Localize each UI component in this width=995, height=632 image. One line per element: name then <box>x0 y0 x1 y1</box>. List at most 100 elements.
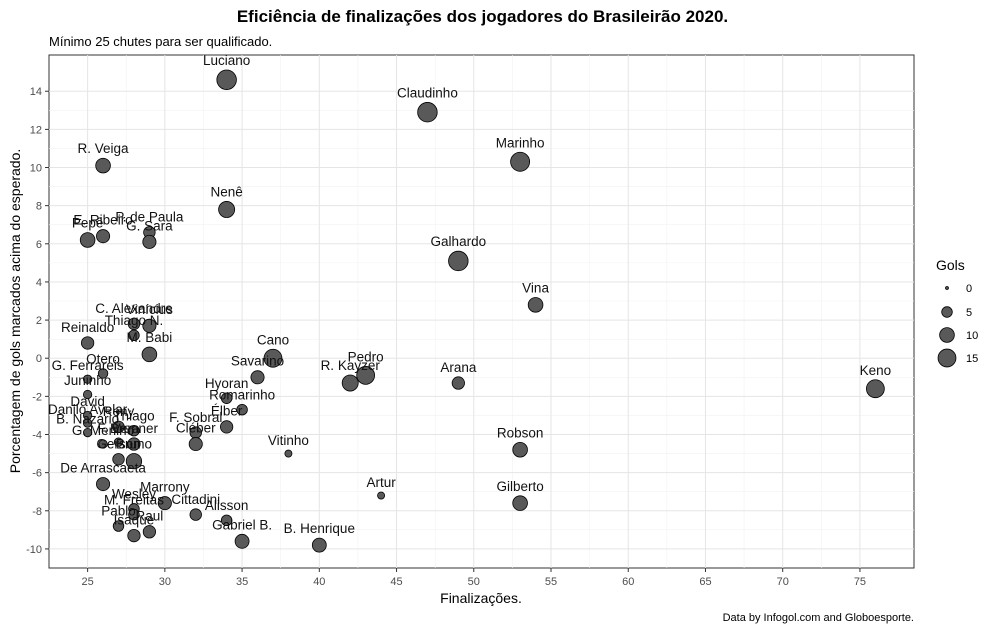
data-point <box>127 528 141 543</box>
legend-label: 5 <box>966 307 972 319</box>
point-label: Keno <box>860 363 892 378</box>
data-point <box>866 379 885 399</box>
legend-key <box>937 348 957 368</box>
data-point <box>527 297 544 313</box>
data-point <box>112 453 125 466</box>
data-point <box>188 437 203 452</box>
x-tick-label: 60 <box>622 576 634 588</box>
point-label: Luciano <box>203 53 250 68</box>
legend-label: 10 <box>966 330 978 342</box>
x-tick-label: 45 <box>390 576 402 588</box>
point-label: Gerson <box>96 437 140 452</box>
point-label: F. Sobral <box>169 410 222 425</box>
point-label: Alisson <box>205 498 249 513</box>
point-label: David <box>70 394 105 409</box>
point-label: E. Ribeiro <box>73 213 132 228</box>
data-point <box>82 389 93 400</box>
data-point <box>157 496 172 511</box>
point-label: Robson <box>497 425 544 440</box>
point-label: Wesley <box>112 487 156 502</box>
point-label: Romarinho <box>209 387 275 402</box>
point-label: Élber <box>211 404 243 419</box>
data-point <box>82 418 93 428</box>
point-label: Rony <box>103 404 135 419</box>
data-point <box>356 366 376 385</box>
point-label: Vinícius <box>126 302 173 317</box>
y-tick-label: -8 <box>32 506 42 518</box>
point-label: Marinho <box>496 135 545 150</box>
point-label: M. Freitas <box>104 492 164 507</box>
point-labels: Luciano Claudinho Marinho R. Veiga Nenê P. de… <box>48 53 891 536</box>
point-label: R. Kayzer <box>321 358 381 373</box>
point-label: B. Henrique <box>284 521 355 536</box>
data-point <box>216 69 237 90</box>
point-label: Pedro <box>348 349 384 364</box>
data-point <box>512 442 528 458</box>
point-label: Claudinho <box>397 85 458 100</box>
y-tick-label: -6 <box>32 468 42 480</box>
data-point <box>189 508 202 521</box>
data-point <box>234 533 250 549</box>
data-point <box>341 374 359 392</box>
point-label: P. de Paula <box>115 210 184 225</box>
data-point <box>377 491 386 500</box>
data-point <box>127 437 141 451</box>
data-point <box>220 420 234 434</box>
point-label: Pablo <box>101 504 136 519</box>
data-point <box>81 336 95 350</box>
data-point <box>112 420 125 434</box>
point-label: Cléber <box>176 420 216 435</box>
data-point <box>311 537 327 553</box>
point-label: F. Vera <box>97 421 140 436</box>
data-point <box>250 370 265 385</box>
point-label: Danilo Avelar <box>48 402 128 417</box>
data-point <box>128 424 140 437</box>
legend-label: 15 <box>966 353 978 365</box>
legend-key <box>939 327 955 343</box>
point-label: Vina <box>522 280 549 295</box>
data-point <box>284 449 293 458</box>
legend-key <box>945 286 949 290</box>
point-label: Savarino <box>231 354 284 369</box>
y-tick-label: 6 <box>36 239 42 251</box>
data-point <box>236 404 248 416</box>
data-point <box>141 346 158 363</box>
x-tick-label: 70 <box>777 576 789 588</box>
point-label: Pepê <box>72 216 104 231</box>
point-label: Reinaldo <box>61 320 114 335</box>
point-label: Juninho <box>64 373 111 388</box>
data-point <box>512 495 528 511</box>
data-points <box>79 69 885 553</box>
data-point <box>128 329 140 342</box>
point-label: Otero <box>86 352 120 367</box>
data-point <box>82 374 93 384</box>
x-tick-label: 65 <box>699 576 711 588</box>
chart-title: Eficiência de finalizações dos jogadores… <box>236 7 729 26</box>
point-label: C. Alexandre <box>95 301 172 316</box>
point-label: Brenner <box>110 421 159 436</box>
x-tick-label: 55 <box>545 576 557 588</box>
point-label: Isaque <box>114 512 155 527</box>
point-label: Hyoran <box>205 376 249 391</box>
y-tick-label: -4 <box>32 430 42 442</box>
legend-title: Gols <box>936 257 965 273</box>
y-axis-label: Porcentagem de gols marcados acima do es… <box>7 149 23 474</box>
data-point <box>510 151 531 172</box>
y-tick-label: 8 <box>36 201 42 213</box>
point-label: Gilberto <box>496 479 543 494</box>
data-point <box>128 508 140 521</box>
plot-panel <box>48 54 915 569</box>
x-tick-label: 75 <box>854 576 866 588</box>
legend-label: 0 <box>966 283 972 295</box>
data-point <box>218 201 236 218</box>
x-tick-label: 30 <box>159 576 171 588</box>
y-tick-label: 14 <box>30 86 42 98</box>
y-tick-label: 2 <box>36 315 42 327</box>
data-point <box>79 232 96 248</box>
point-label: Bruno <box>116 436 152 451</box>
x-tick-label: 35 <box>236 576 248 588</box>
data-point <box>263 348 283 368</box>
point-label: De Arrascaeta <box>60 460 146 475</box>
point-label: G. Menino <box>72 423 134 438</box>
